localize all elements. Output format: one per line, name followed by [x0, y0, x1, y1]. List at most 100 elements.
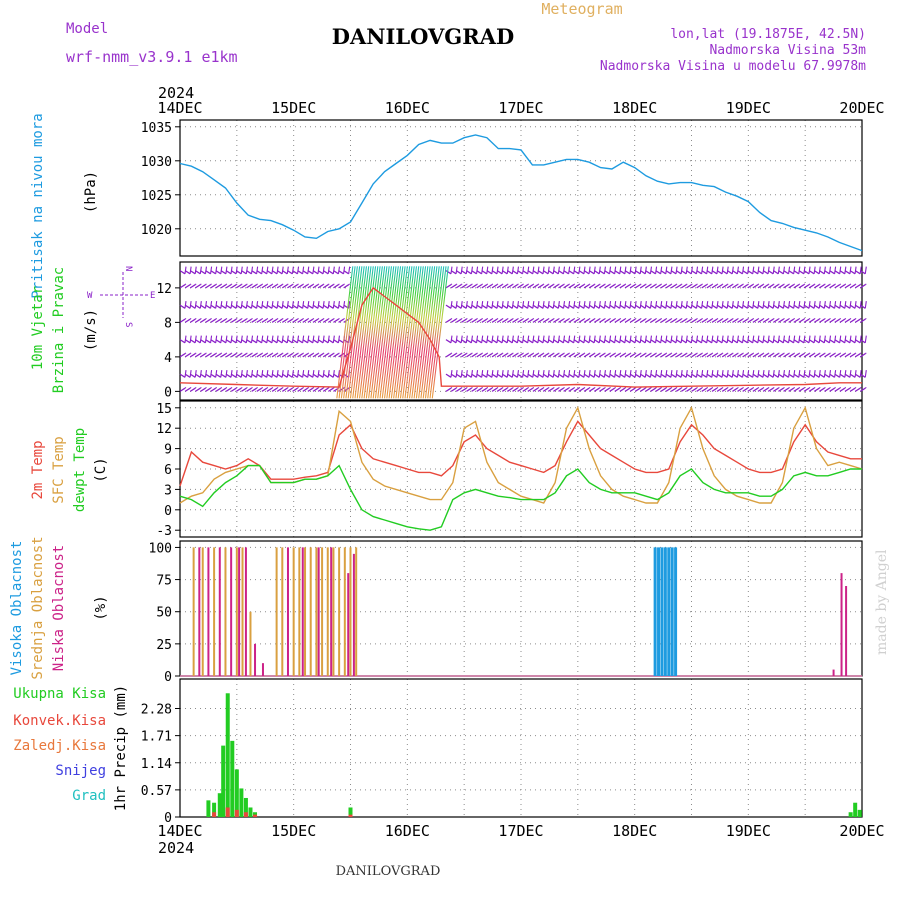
wind-barb [235, 304, 242, 309]
wind-barb-flag [634, 317, 637, 320]
wind-barb-flag [348, 266, 351, 274]
cloud-ylabel: Visoka Oblacnost [9, 541, 25, 676]
wind-barb [701, 339, 708, 344]
wind-barb-flag [793, 283, 796, 286]
wind-barb-flag [522, 352, 524, 355]
wind-barb [481, 304, 488, 309]
precip-ytick-label: 0.57 [141, 784, 172, 799]
wind-barb [184, 318, 191, 323]
wind-barb-flag [839, 317, 842, 320]
wind-barb [711, 304, 718, 309]
wind-barb [819, 387, 825, 392]
wind-barb-flag [614, 352, 617, 355]
wind-barb [241, 284, 247, 289]
wind-barb-flag [297, 386, 299, 389]
wind-barb [460, 304, 467, 309]
wind-barb [604, 270, 610, 275]
wind-barb-flag [338, 352, 340, 355]
wind-barb [645, 284, 651, 289]
wind-barb [788, 339, 795, 344]
wind-barb-flag [824, 352, 826, 355]
precip-frame [179, 678, 863, 818]
wind-barb-flag [829, 283, 831, 286]
wind-barb [752, 387, 759, 392]
wind-barb-flag [332, 283, 335, 286]
wind-barb [593, 284, 600, 289]
wind-barb [854, 387, 861, 392]
wind-barb [558, 353, 564, 358]
wind-barb [491, 284, 498, 289]
wind-barb [460, 353, 467, 358]
wind-barb [624, 318, 631, 323]
wind-barb [619, 339, 626, 344]
wind-barb [645, 353, 651, 358]
wind-barb [604, 387, 610, 392]
wind-barb-flag [772, 317, 775, 320]
wind-barb-flag [297, 283, 299, 286]
wind-barb [563, 353, 569, 358]
wind-barb [859, 284, 866, 289]
wind-barb [486, 270, 493, 275]
wind-barb [179, 318, 186, 323]
wind-barb [609, 304, 616, 309]
wind-barb-flag [506, 386, 509, 389]
pressure-ytick-label: 1020 [141, 223, 172, 238]
wind-barb [307, 373, 314, 378]
wind-barb [701, 353, 708, 358]
wind-barb-flag [701, 386, 703, 389]
wind-barb [793, 284, 800, 289]
wind-barb [844, 387, 851, 392]
wind-barb-flag [864, 335, 867, 343]
wind-barb-flag [752, 317, 755, 320]
wind-barb [849, 387, 856, 392]
wind-barb-flag [302, 386, 304, 389]
wind-barb-flag [767, 317, 770, 320]
wind-barb [793, 353, 800, 358]
wind-barb-flag [465, 352, 468, 355]
precip-bar-precip_total [248, 807, 253, 817]
wind-barb [824, 318, 830, 323]
wind-barb [808, 353, 815, 358]
wind-barb-flag [215, 317, 218, 320]
wind-barb [578, 353, 585, 358]
wind-barb [819, 284, 825, 289]
wind-barb [609, 387, 616, 392]
wind-barb-flag [317, 352, 320, 355]
pressure-unit: (hPa) [83, 171, 99, 213]
wind-barb [225, 373, 232, 378]
wind-barb [614, 387, 621, 392]
wind-barb [246, 318, 252, 323]
wind-barb [629, 353, 636, 358]
wind-barb-flag [706, 317, 709, 320]
wind-barb [205, 270, 211, 275]
wind-strong-hatch [388, 266, 406, 399]
wind-barb-flag [665, 283, 668, 286]
wind-barb-flag [645, 317, 647, 320]
wind-barb-flag [210, 352, 212, 355]
wind-barb [297, 353, 303, 358]
wind-barb [844, 353, 851, 358]
wind-barb [450, 304, 457, 309]
wind-barb-flag [859, 317, 862, 320]
wind-barb [798, 270, 805, 275]
wind-barb [491, 339, 498, 344]
lonlat-label: lon,lat (19.1875E, 42.5N) [670, 27, 866, 42]
wind-barb [466, 373, 472, 378]
wind-barb [726, 270, 733, 275]
wind-barb-flag [583, 283, 586, 286]
wind-barb [599, 284, 605, 289]
wind-barb [496, 304, 503, 309]
wind-barb [317, 284, 324, 289]
wind-barb [225, 353, 232, 358]
wind-barb [772, 353, 779, 358]
temp-line-sfc [179, 405, 863, 504]
wind-barb [599, 353, 605, 358]
wind-barb-flag [639, 317, 642, 320]
wind-barb [455, 387, 462, 392]
precip-bar-precip_conv [212, 812, 217, 817]
wind-barb [619, 304, 626, 309]
wind-barb [737, 339, 743, 344]
wind-barb-flag [757, 386, 760, 389]
wind-barb [844, 304, 851, 309]
wind-barb [302, 387, 309, 392]
